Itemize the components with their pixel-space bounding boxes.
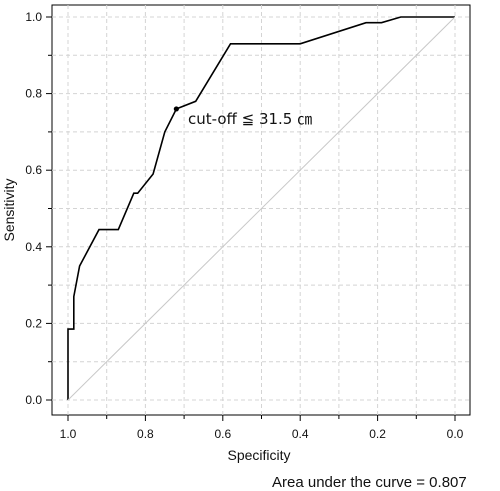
x-tick-label: 1.0 bbox=[60, 427, 77, 441]
x-tick-label: 0.0 bbox=[447, 427, 464, 441]
y-tick-label: 0.2 bbox=[25, 316, 42, 330]
x-tick-label: 0.4 bbox=[292, 427, 309, 441]
cutoff-annotation: cut-off ≦ 31.5 ㎝ bbox=[188, 110, 312, 128]
y-axis-title: Sensitivity bbox=[1, 178, 17, 241]
y-tick-label: 0.8 bbox=[25, 87, 42, 101]
x-axis-title: Specificity bbox=[227, 447, 290, 463]
y-tick-label: 0.4 bbox=[25, 240, 42, 254]
cutoff-point bbox=[173, 106, 179, 112]
reference-diagonal-line bbox=[67, 16, 456, 401]
x-tick-label: 0.2 bbox=[369, 427, 386, 441]
y-tick-label: 0.0 bbox=[25, 393, 42, 407]
roc-curve-line bbox=[67, 16, 455, 400]
auc-label: Area under the curve = 0.807 bbox=[272, 474, 467, 491]
series-group bbox=[67, 16, 456, 401]
y-tick-label: 0.6 bbox=[25, 163, 42, 177]
ticks: 1.0 0.8 0.6 0.4 0.2 0.0 0.0 0.2 0.4 0.6 0.8 1.0 bbox=[25, 10, 463, 441]
grid bbox=[52, 5, 470, 415]
y-tick-label: 1.0 bbox=[25, 10, 42, 24]
x-tick-label: 0.8 bbox=[137, 427, 154, 441]
x-tick-label: 0.6 bbox=[214, 427, 231, 441]
